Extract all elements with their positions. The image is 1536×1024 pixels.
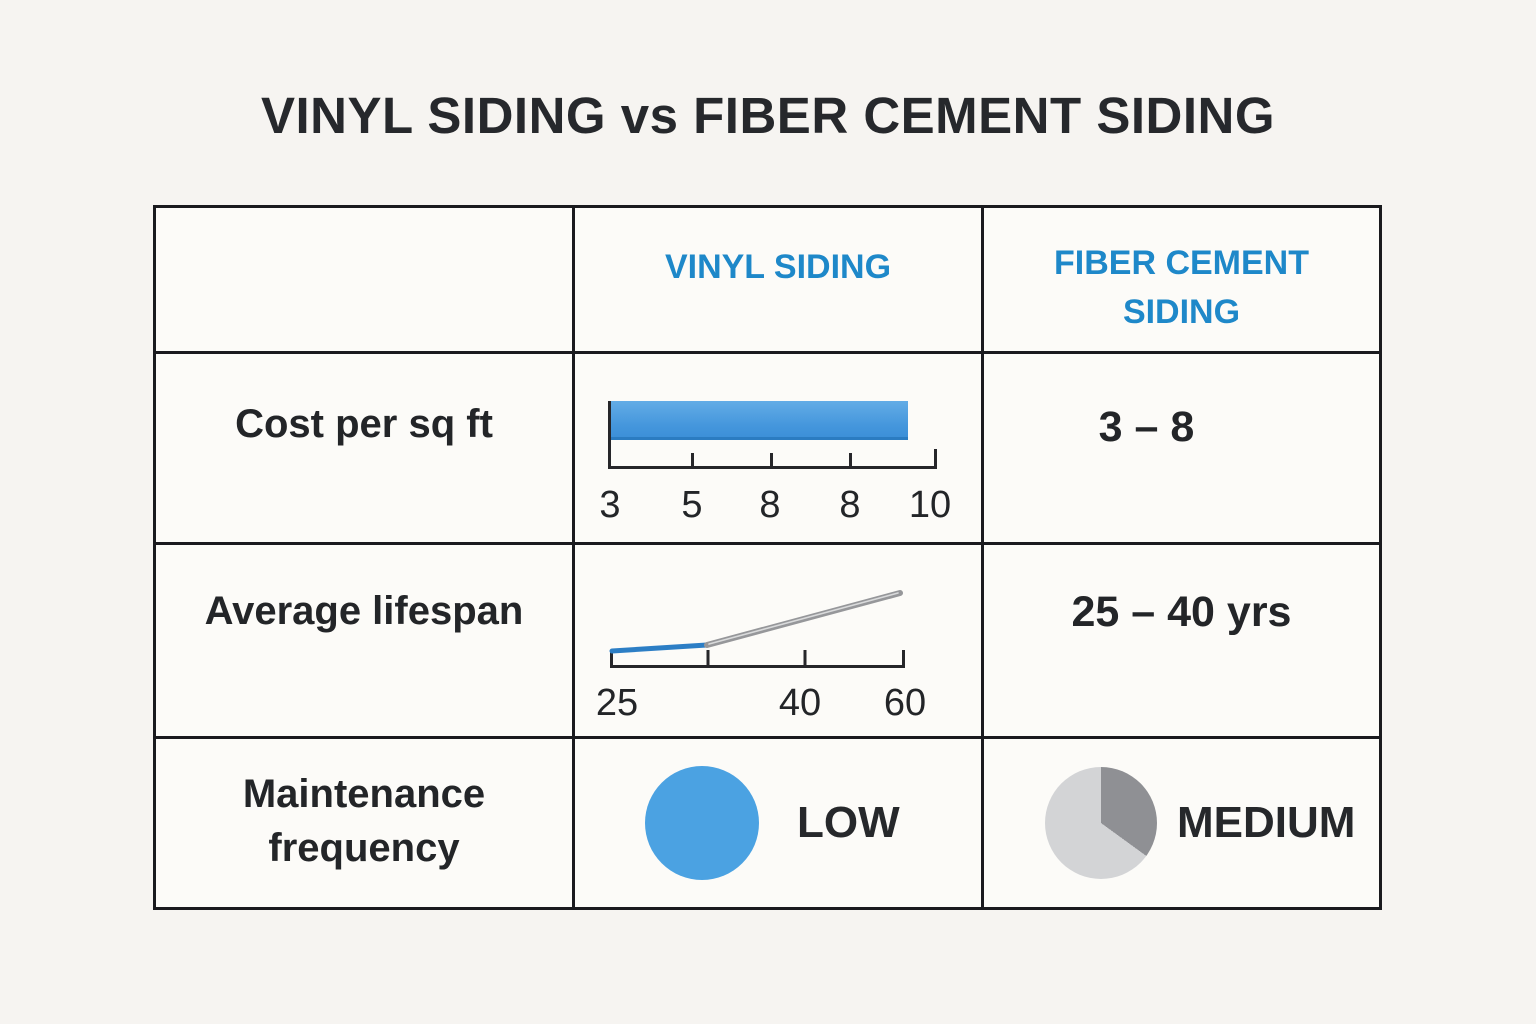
cost-fiber-cell: 3 – 8 [984, 354, 1379, 542]
lifespan-label-text: Average lifespan [204, 588, 524, 633]
cost-bar-chart: 3 5 8 8 10 [575, 354, 981, 542]
cost-tick-label: 8 [759, 484, 781, 526]
comparison-table: VINYL SIDING FIBER CEMENT SIDING Cost pe… [153, 205, 1382, 910]
cost-label-text: Cost per sq ft [235, 402, 493, 446]
fiber-column-header: FIBER CEMENT SIDING [1054, 243, 1309, 331]
header-cell-empty [156, 208, 572, 351]
header-cell-vinyl: VINYL SIDING [575, 208, 981, 351]
cost-axis-tick [849, 453, 852, 466]
cost-vinyl-cell: 3 5 8 8 10 [575, 354, 981, 542]
full-circle-icon [645, 766, 759, 880]
row-label-cost: Cost per sq ft [156, 354, 572, 542]
cost-tick-label: 3 [599, 484, 621, 526]
cost-bar [610, 401, 908, 440]
pie-chart-icon [1045, 767, 1157, 879]
lifespan-vinyl-cell: 25 40 60 [575, 545, 981, 736]
vinyl-column-header: VINYL SIDING [664, 248, 892, 287]
maintenance-vinyl-cell: LOW [575, 739, 981, 907]
lifespan-tick-label: 40 [778, 682, 822, 724]
maintenance-fiber-value: MEDIUM [1177, 798, 1356, 847]
maintenance-label-text: Maintenance frequency [242, 772, 486, 870]
cost-fiber-value: 3 – 8 [1098, 402, 1195, 451]
lifespan-fiber-cell: 25 – 40 yrs [984, 545, 1379, 736]
cost-tick-label: 8 [839, 484, 861, 526]
header-cell-fiber: FIBER CEMENT SIDING [984, 208, 1379, 351]
cost-tick-label: 10 [908, 484, 952, 526]
row-label-maintenance: Maintenance frequency [156, 739, 572, 907]
row-label-lifespan: Average lifespan [156, 545, 572, 736]
cost-axis-end-tick [934, 449, 937, 466]
lifespan-line-chart: 25 40 60 [575, 545, 981, 736]
maintenance-fiber-cell: MEDIUM [984, 739, 1379, 907]
cost-axis-start-line [608, 401, 611, 469]
lifespan-line-chart-svg [609, 590, 905, 668]
lifespan-tick-label: 25 [595, 682, 639, 724]
cost-axis-tick [770, 453, 773, 466]
cost-x-axis [608, 466, 937, 469]
lifespan-tick-label: 60 [883, 682, 927, 724]
lifespan-fiber-value: 25 – 40 yrs [1071, 588, 1292, 636]
cost-tick-label: 5 [681, 484, 703, 526]
page-title: VINYL SIDING vs FIBER CEMENT SIDING [260, 87, 1276, 144]
maintenance-vinyl-value: LOW [797, 798, 900, 847]
cost-axis-tick [691, 453, 694, 466]
